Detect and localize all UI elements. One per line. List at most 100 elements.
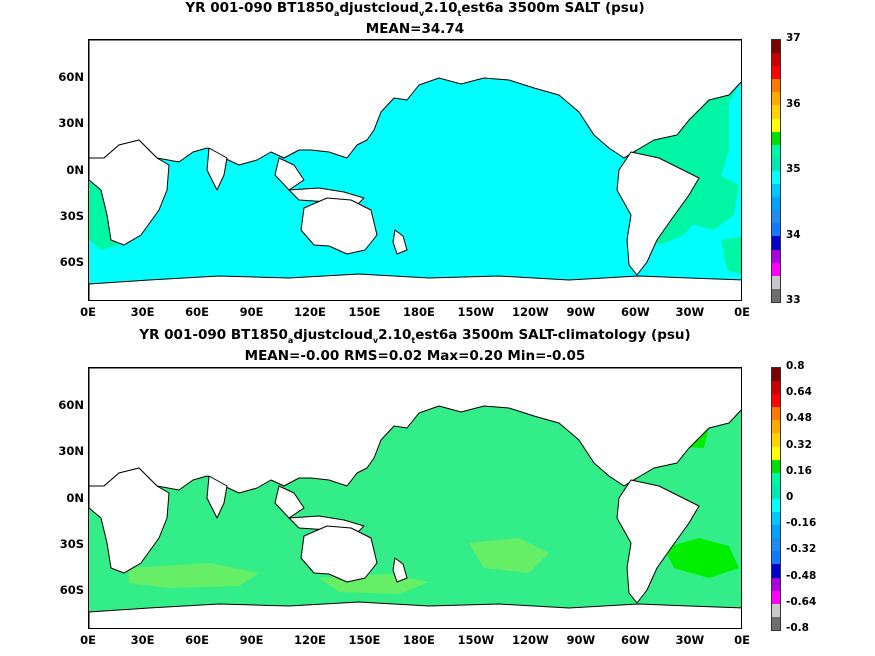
colorbar-segment [772,420,780,434]
salinity-patch [689,175,739,230]
land-antarctica [89,273,741,300]
colorbar-label: 0.32 [786,438,812,451]
colorbar-segment [772,131,780,145]
panel2-subtitle: MEAN=-0.00 RMS=0.02 Max=0.20 Min=-0.05 [244,348,586,364]
colorbar-label: -0.16 [786,517,817,530]
panel2-title-part: 2.10 [378,327,412,343]
colorbar-segment [772,407,780,421]
colorbar-segment [772,538,780,552]
lon-tick-label: 180E [403,305,435,319]
colorbar-segment [772,368,780,382]
colorbar-segment [772,275,780,289]
colorbar-segment [772,498,780,513]
panel1-title: YR 001-090 BT1850adjustcloudv2.10test6a … [88,0,742,18]
panel2-colorbar-stack [772,368,780,630]
colorbar-segment [772,577,780,591]
panel2-colorbar [771,367,781,631]
lon-tick-label: 90W [566,633,596,647]
colorbar-segment [772,53,780,67]
lon-tick-label: 150E [348,305,381,319]
colorbar-segment [772,105,780,119]
colorbar-label: -0.8 [786,622,809,634]
lon-tick-label: 120W [512,633,549,647]
colorbar-segment [772,184,780,198]
lon-tick-label: 120E [294,633,326,647]
panel2-title: YR 001-090 BT1850adjustcloudv2.10test6a … [88,327,742,345]
colorbar-segment [772,485,780,499]
colorbar-segment [772,394,780,408]
colorbar-label: 0.8 [786,360,805,372]
land-south-america [616,479,700,604]
land-india [206,475,228,519]
lon-tick-label: 30W [675,305,705,319]
panel1-title-part: est6a 3500m SALT (psu) [461,0,645,16]
panel1-title-part: 2.10 [424,0,458,16]
colorbar-segment [772,590,780,604]
land-africa [89,467,170,574]
lat-tick-label: 0N [66,163,84,177]
lon-tick-label: 150W [457,305,495,319]
colorbar-segment [772,66,780,80]
panel1-map [88,39,742,301]
anomaly-patch [129,563,259,588]
colorbar-segment [772,616,780,630]
anomaly-patch [469,538,549,573]
land-antarctica [89,601,741,628]
colorbar-label: 36 [786,97,801,110]
panel1-title-subscript: a [333,9,340,18]
colorbar-label: 0 [786,491,794,503]
panel2-map [88,367,742,629]
colorbar-label: -0.64 [786,595,817,608]
land-new-zealand [392,229,408,255]
colorbar-segment [772,236,780,250]
panel1-title-subscript: t [457,9,462,18]
panel2-map-svg [89,368,741,628]
land-north [89,40,741,166]
lon-tick-label: 90E [239,633,264,647]
panel2-title-subscript: v [372,336,379,345]
colorbar-segment [772,381,780,395]
colorbar-segment [772,92,780,106]
colorbar-label: 0.16 [786,464,812,477]
colorbar-segment [772,157,780,171]
panel1-title-subscript: v [418,9,425,18]
lon-tick-label: 60E [185,305,209,319]
land-southeast-asia [274,485,305,519]
lon-tick-label: 60W [621,305,650,319]
panel1-title-part: djustcloud [339,0,419,16]
land-north [89,368,741,494]
colorbar-segment [772,288,780,302]
colorbar-segment [772,564,780,578]
colorbar-segment [772,223,780,237]
colorbar-segment [772,459,780,473]
lon-tick-label: 30W [675,633,705,647]
panel1-title-part: YR 001-090 BT1850 [185,0,334,16]
panel1-colorbar-stack [772,40,780,302]
colorbar-segment [772,433,780,447]
lon-tick-label: 60E [185,633,209,647]
colorbar-segment [772,249,780,263]
lon-tick-label: 0E [80,305,96,319]
colorbar-label: 37 [786,32,801,44]
colorbar-label: 0.48 [786,412,812,425]
lat-tick-label: 30S [59,208,84,223]
colorbar-segment [772,79,780,93]
colorbar-segment [772,512,780,526]
colorbar-segment [772,446,780,460]
lat-tick-label: 60S [59,254,84,269]
lat-tick-label: 60N [58,397,84,412]
land-new-zealand [392,557,408,583]
land-south-america [616,151,700,276]
panel2-title-part: djustcloud [293,327,373,343]
panel1-colorbar [771,39,781,303]
colorbar-segment [772,144,780,158]
panel2-title-subscript: t [411,336,416,345]
colorbar-segment [772,170,780,185]
land-australia [300,197,378,255]
colorbar-segment [772,262,780,276]
land-australia [300,525,378,583]
colorbar-label: 35 [786,163,801,175]
land-southeast-asia [274,157,305,191]
lat-tick-label: 60S [59,582,84,597]
panel2-title-subscript: a [287,336,294,345]
